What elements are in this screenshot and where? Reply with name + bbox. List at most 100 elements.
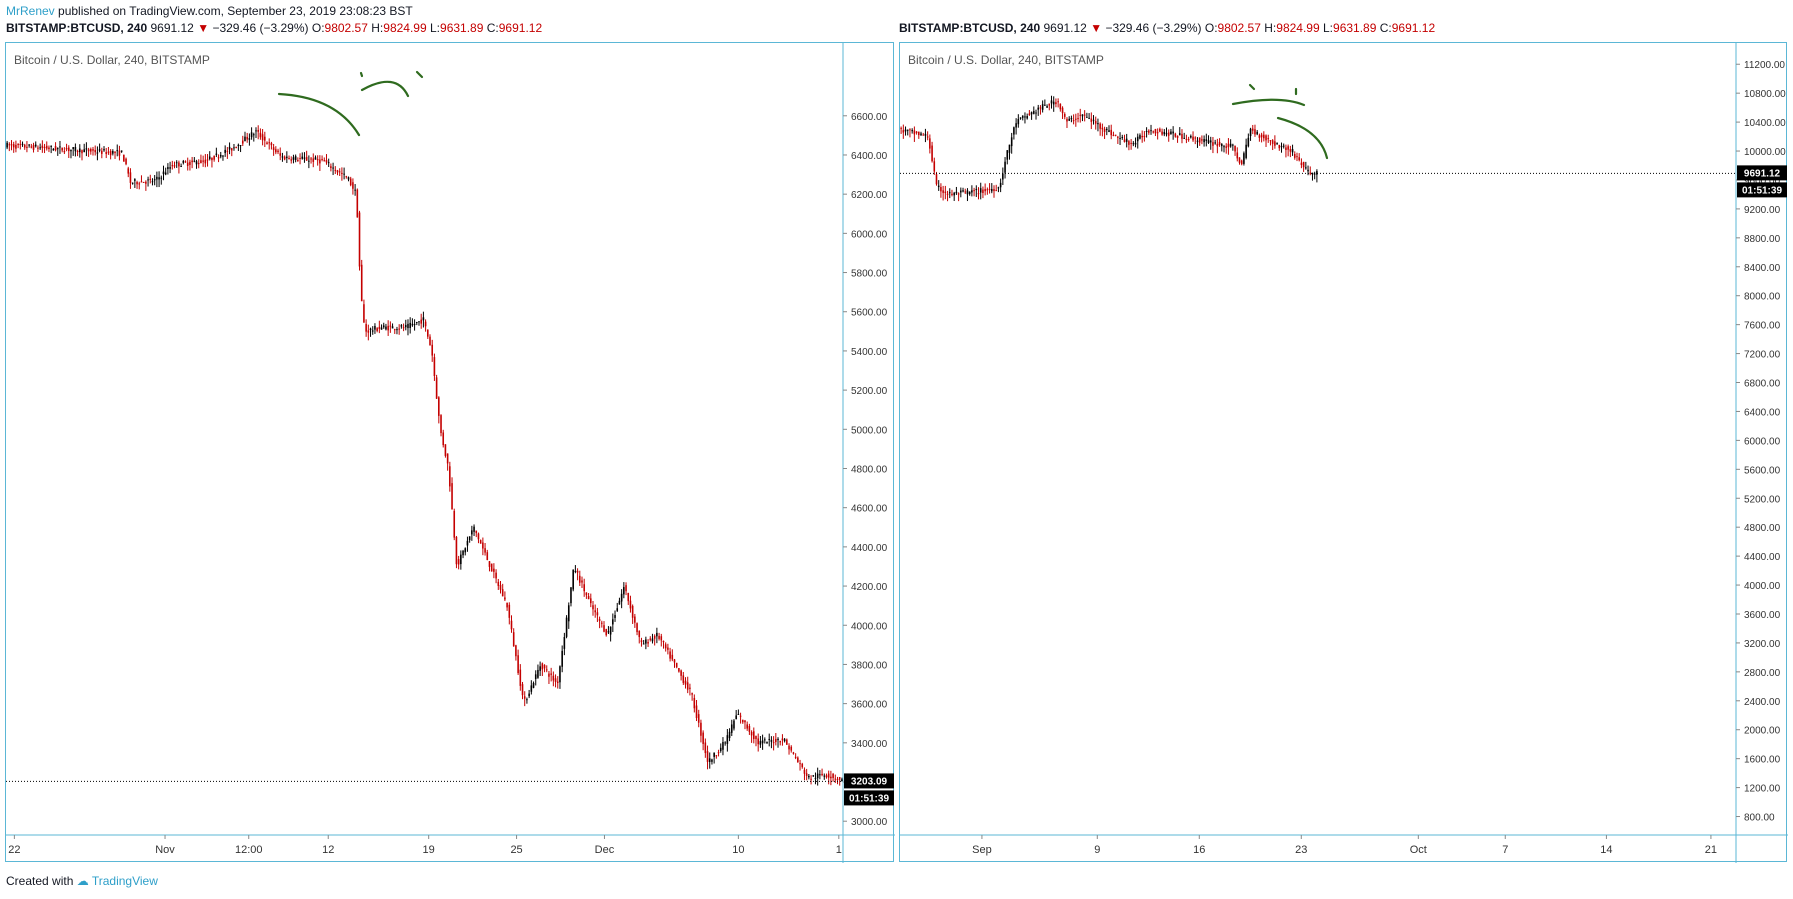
- candle-body: [1249, 128, 1252, 137]
- candle-body: [257, 129, 260, 132]
- y-tick-label: 6600.00: [851, 112, 888, 123]
- candle-body: [746, 724, 748, 729]
- candle-body: [211, 157, 213, 161]
- x-tick-label: 16: [1193, 844, 1205, 856]
- candle-body: [913, 130, 916, 135]
- candle-body: [292, 157, 295, 160]
- candle-body: [493, 568, 495, 572]
- candle-body: [332, 167, 334, 169]
- candle-body: [400, 325, 403, 327]
- y-tick-label: 4800.00: [1744, 523, 1781, 534]
- candle-body: [1183, 137, 1185, 139]
- candle-body: [623, 587, 625, 595]
- candle-body: [21, 143, 24, 145]
- candle-body: [1209, 140, 1212, 143]
- candle-body: [241, 140, 244, 144]
- author-link[interactable]: MrRenev: [6, 4, 55, 18]
- candle-body: [1105, 128, 1108, 131]
- candle-body: [775, 738, 777, 743]
- candle-body: [592, 605, 594, 610]
- candle-body: [627, 592, 630, 602]
- chart-title: Bitcoin / U.S. Dollar, 240, BITSTAMP: [14, 53, 210, 67]
- chart-panel-right[interactable]: 11200.00 10800.00 10400.00 10000.00 9600.00 9…: [899, 42, 1788, 863]
- candle-body: [609, 626, 612, 635]
- candle-body: [1287, 146, 1289, 150]
- candle-body: [1207, 140, 1210, 143]
- candle-body: [233, 147, 235, 149]
- down-arrow-icon: ▼: [197, 21, 210, 35]
- tradingview-brand[interactable]: TradingView: [91, 874, 158, 888]
- candle-body: [1309, 172, 1312, 174]
- candle-body: [999, 182, 1002, 188]
- legend-right: BITSTAMP:BTCUSD, 240 9691.12 ▼ −329.46 (…: [899, 21, 1436, 35]
- candle-body: [717, 752, 720, 754]
- candle-body: [792, 752, 795, 754]
- candle-body: [581, 580, 583, 583]
- candle-body: [37, 147, 39, 149]
- candle-body: [667, 647, 669, 650]
- candle-body: [977, 193, 980, 195]
- candle-body: [1114, 134, 1117, 136]
- candle-body: [1311, 172, 1314, 175]
- candle-body: [576, 570, 579, 573]
- candle-body: [816, 773, 819, 779]
- candle-body: [464, 548, 467, 553]
- candle-body: [906, 129, 909, 131]
- candle-body: [1172, 131, 1174, 134]
- legend-left: BITSTAMP:BTCUSD, 240 9691.12 ▼ −329.46 (…: [6, 21, 543, 35]
- chart-panel-left[interactable]: 6600.00 6400.00 6200.00 6000.00 5800.00 5600.…: [5, 42, 895, 863]
- candle-body: [208, 156, 211, 159]
- candle-body: [814, 778, 817, 780]
- candle-body: [686, 682, 689, 690]
- candle-body: [605, 629, 608, 636]
- tradingview-logo-icon[interactable]: ☁: [76, 874, 89, 888]
- candle-body: [819, 774, 821, 776]
- footer: Created with ☁ TradingView: [6, 874, 158, 888]
- x-tick-label: Nov: [155, 844, 175, 856]
- countdown-box: [1737, 182, 1787, 198]
- candle-body: [149, 178, 152, 180]
- candle-body: [444, 444, 447, 456]
- candle-body: [98, 149, 101, 151]
- countdown-box: [844, 790, 894, 806]
- candle-body: [52, 148, 55, 151]
- candle-body: [482, 542, 484, 549]
- candle-body: [669, 651, 671, 659]
- y-tick-label: 6800.00: [1744, 379, 1781, 390]
- candle-body: [966, 190, 969, 195]
- x-tick-label: 23: [1295, 844, 1307, 856]
- candle-body: [1232, 144, 1234, 146]
- candle-body: [825, 775, 828, 778]
- candle-body: [43, 147, 46, 149]
- candle-body: [517, 655, 519, 674]
- candle-body: [1313, 173, 1316, 175]
- candle-body: [369, 328, 372, 330]
- candle-body: [153, 179, 156, 181]
- candle-body: [574, 570, 577, 572]
- candle-body: [1159, 128, 1161, 132]
- candle-body: [836, 779, 839, 781]
- candle-body: [1030, 112, 1033, 115]
- candle-body: [530, 685, 533, 692]
- candle-body: [1316, 171, 1318, 175]
- candle-body: [1251, 128, 1254, 131]
- candle-body: [8, 144, 11, 146]
- candle-body: [109, 150, 112, 156]
- candle-body: [647, 642, 649, 644]
- candle-body: [596, 612, 599, 616]
- x-tick-label: Dec: [595, 844, 615, 856]
- candle-body: [321, 158, 323, 160]
- candle-body: [1033, 111, 1035, 114]
- candle-body: [1021, 115, 1024, 118]
- chart-canvas-right[interactable]: 11200.0010800.0010400.0010000.009600.009…: [900, 43, 1788, 863]
- candle-body: [810, 778, 812, 780]
- candle-body: [737, 713, 740, 715]
- candle-body: [940, 187, 942, 192]
- symbol-label: BITSTAMP:BTCUSD, 240: [6, 21, 148, 35]
- chart-canvas-left[interactable]: 6600.00 6400.00 6200.00 6000.00 5800.00 5600.…: [6, 43, 895, 863]
- candle-body: [937, 185, 940, 188]
- candle-body: [1220, 144, 1223, 147]
- candle-body: [490, 563, 493, 572]
- candle-body: [1079, 114, 1082, 116]
- candle-body: [1307, 169, 1309, 172]
